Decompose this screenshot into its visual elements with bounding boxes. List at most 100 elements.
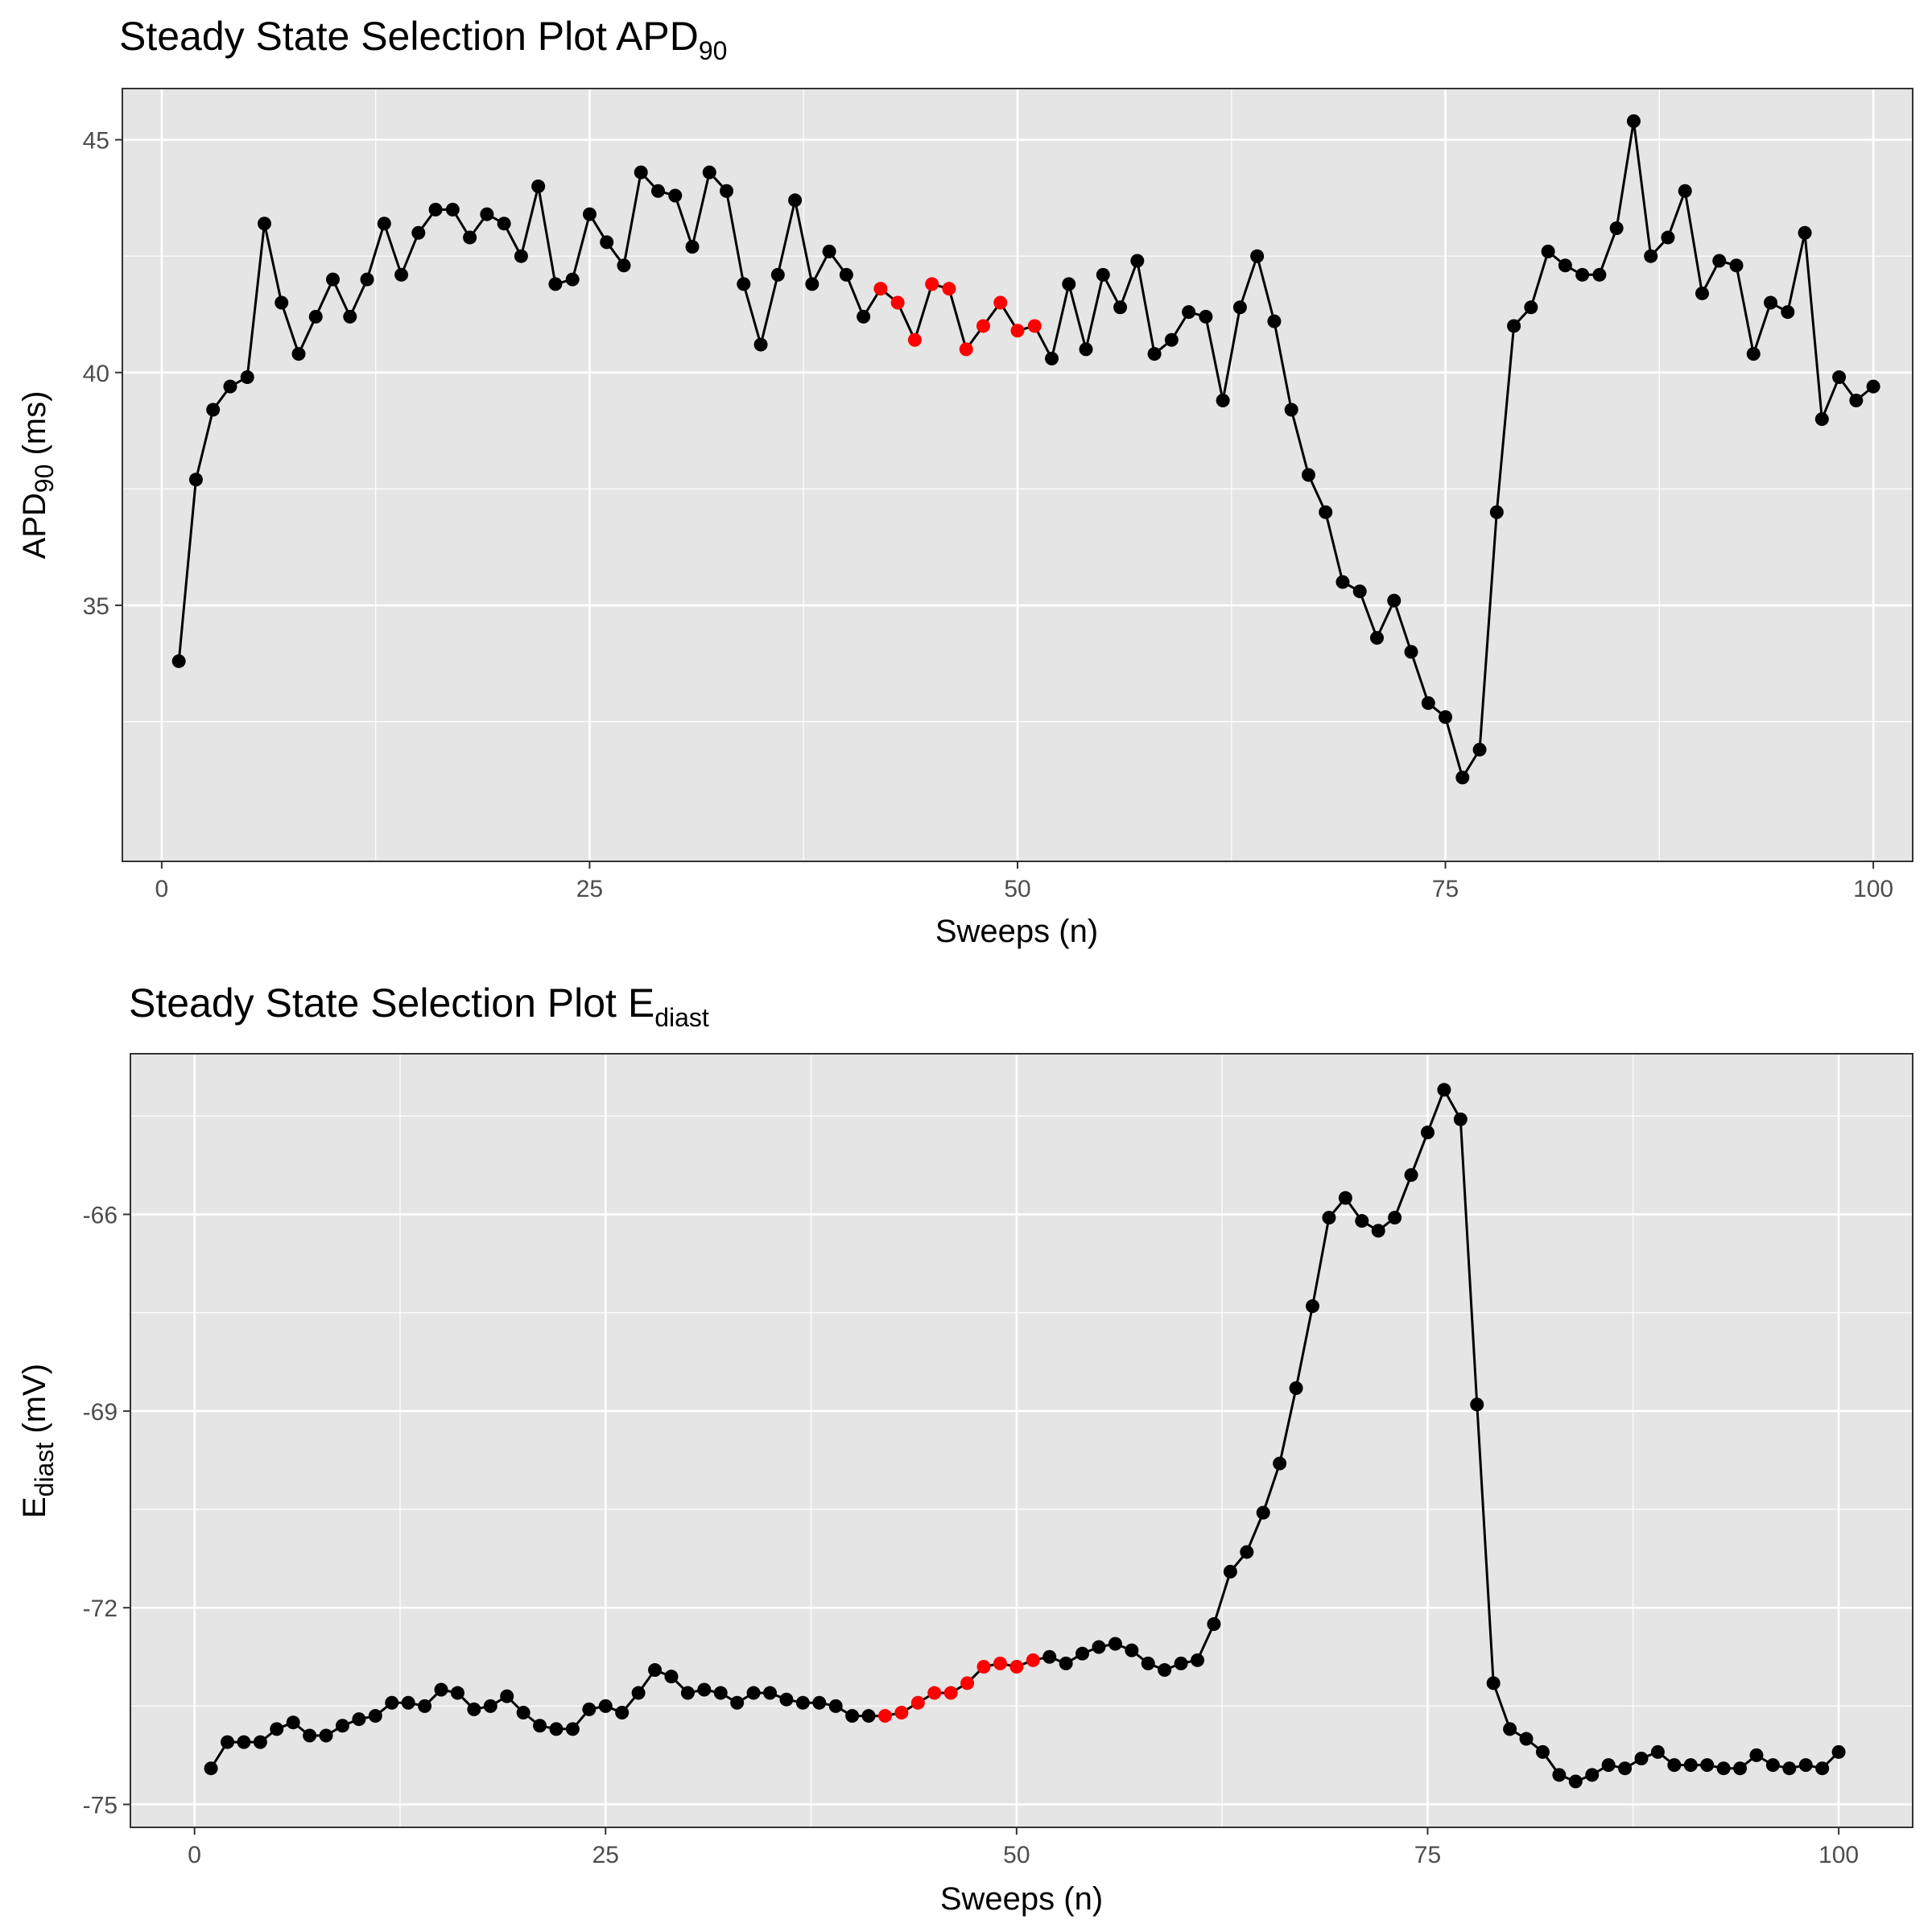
data-point <box>1404 645 1418 659</box>
x-axis-ticks: 0 25 50 75 100 <box>155 861 1893 902</box>
data-point <box>223 379 237 394</box>
data-point-highlighted <box>976 1659 991 1674</box>
data-point <box>582 207 597 221</box>
series-path <box>177 120 1875 779</box>
data-point <box>631 1686 646 1700</box>
data-point <box>275 295 289 310</box>
data-point <box>497 217 511 231</box>
data-point <box>1388 1211 1402 1225</box>
data-point <box>418 1699 432 1713</box>
data-point <box>1815 1761 1830 1776</box>
data-point <box>1141 1656 1155 1670</box>
data-point <box>861 1709 876 1724</box>
data-point <box>1832 370 1847 385</box>
data-point <box>839 267 853 282</box>
data-point-highlighted <box>890 295 905 310</box>
data-point <box>648 1663 663 1678</box>
data-point <box>1404 1168 1418 1183</box>
data-point <box>1489 505 1504 519</box>
data-point <box>1831 1744 1846 1759</box>
data-point <box>1250 249 1265 263</box>
data-point <box>1075 1646 1090 1661</box>
data-point <box>352 1712 366 1727</box>
data-point <box>514 249 528 263</box>
data-point <box>434 1682 448 1697</box>
data-point <box>1678 184 1692 198</box>
data-point <box>1524 300 1538 315</box>
y-tick-label: -75 <box>83 1792 118 1818</box>
data-point-highlighted <box>993 295 1008 310</box>
data-point <box>326 272 341 287</box>
chart-ediast: Steady State Selection Plot Ediast 0 25 50… <box>17 980 1913 1917</box>
data-point <box>1712 254 1727 268</box>
data-point <box>598 1699 613 1713</box>
data-point <box>411 225 426 240</box>
grid-lines <box>122 89 1913 861</box>
data-point <box>822 244 836 258</box>
data-point <box>531 179 546 193</box>
data-point <box>286 1715 300 1730</box>
x-tick-label: 75 <box>1414 1842 1441 1868</box>
data-point <box>1113 300 1128 315</box>
data-point <box>1729 258 1744 273</box>
data-point <box>253 1735 267 1749</box>
data-point <box>812 1695 827 1710</box>
data-point <box>237 1735 251 1749</box>
data-point <box>763 1686 778 1700</box>
data-point <box>1503 1722 1517 1736</box>
x-axis-title: Sweeps (n) <box>935 914 1098 949</box>
data-point <box>713 1686 728 1700</box>
data-point <box>1866 379 1880 394</box>
data-point <box>1746 347 1761 361</box>
data-point <box>1216 393 1230 407</box>
data-point-highlighted <box>960 1676 975 1690</box>
y-axis-ticks: -75 -72 -69 -66 <box>83 1203 130 1818</box>
data-point <box>770 267 785 282</box>
plot-panel <box>130 1054 1913 1827</box>
x-tick-label: 0 <box>155 876 169 902</box>
data-point <box>1552 1768 1567 1782</box>
data-point <box>240 370 254 385</box>
y-axis-ticks: 35 40 45 <box>83 128 122 620</box>
data-point <box>1338 1191 1352 1205</box>
data-point <box>1541 244 1555 258</box>
data-point <box>828 1699 843 1713</box>
data-point-highlighted <box>1010 324 1025 338</box>
data-point <box>1470 1397 1484 1412</box>
data-point <box>467 1702 481 1716</box>
y-tick-label: -69 <box>83 1399 118 1426</box>
data-point <box>1079 342 1093 357</box>
data-point <box>857 309 871 324</box>
data-point <box>445 202 460 217</box>
data-point <box>1045 351 1059 365</box>
data-point <box>257 217 271 231</box>
data-point-highlighted <box>942 282 956 296</box>
data-point <box>1700 1758 1715 1773</box>
data-point <box>582 1702 597 1716</box>
data-point <box>1814 412 1829 427</box>
data-point <box>1626 114 1641 128</box>
data-point <box>737 277 751 291</box>
data-point <box>1273 1456 1287 1471</box>
data-point <box>1716 1761 1731 1776</box>
x-tick-label: 100 <box>1853 876 1893 902</box>
data-point <box>805 277 819 291</box>
data-point <box>1301 468 1315 482</box>
data-point <box>480 207 494 221</box>
data-point <box>1096 267 1110 282</box>
x-tick-label: 50 <box>1004 876 1030 902</box>
data-point <box>483 1699 497 1713</box>
data-point <box>377 217 391 231</box>
data-point <box>1472 742 1487 757</box>
data-point <box>1191 1653 1205 1667</box>
y-tick-label: -72 <box>83 1596 118 1622</box>
data-point <box>335 1719 349 1733</box>
data-point <box>360 272 374 287</box>
data-point <box>746 1686 761 1700</box>
data-point <box>428 202 443 217</box>
data-point <box>615 1705 630 1719</box>
data-point <box>206 402 221 417</box>
data-point-highlighted <box>1027 319 1042 333</box>
series-path <box>209 1088 1840 1783</box>
